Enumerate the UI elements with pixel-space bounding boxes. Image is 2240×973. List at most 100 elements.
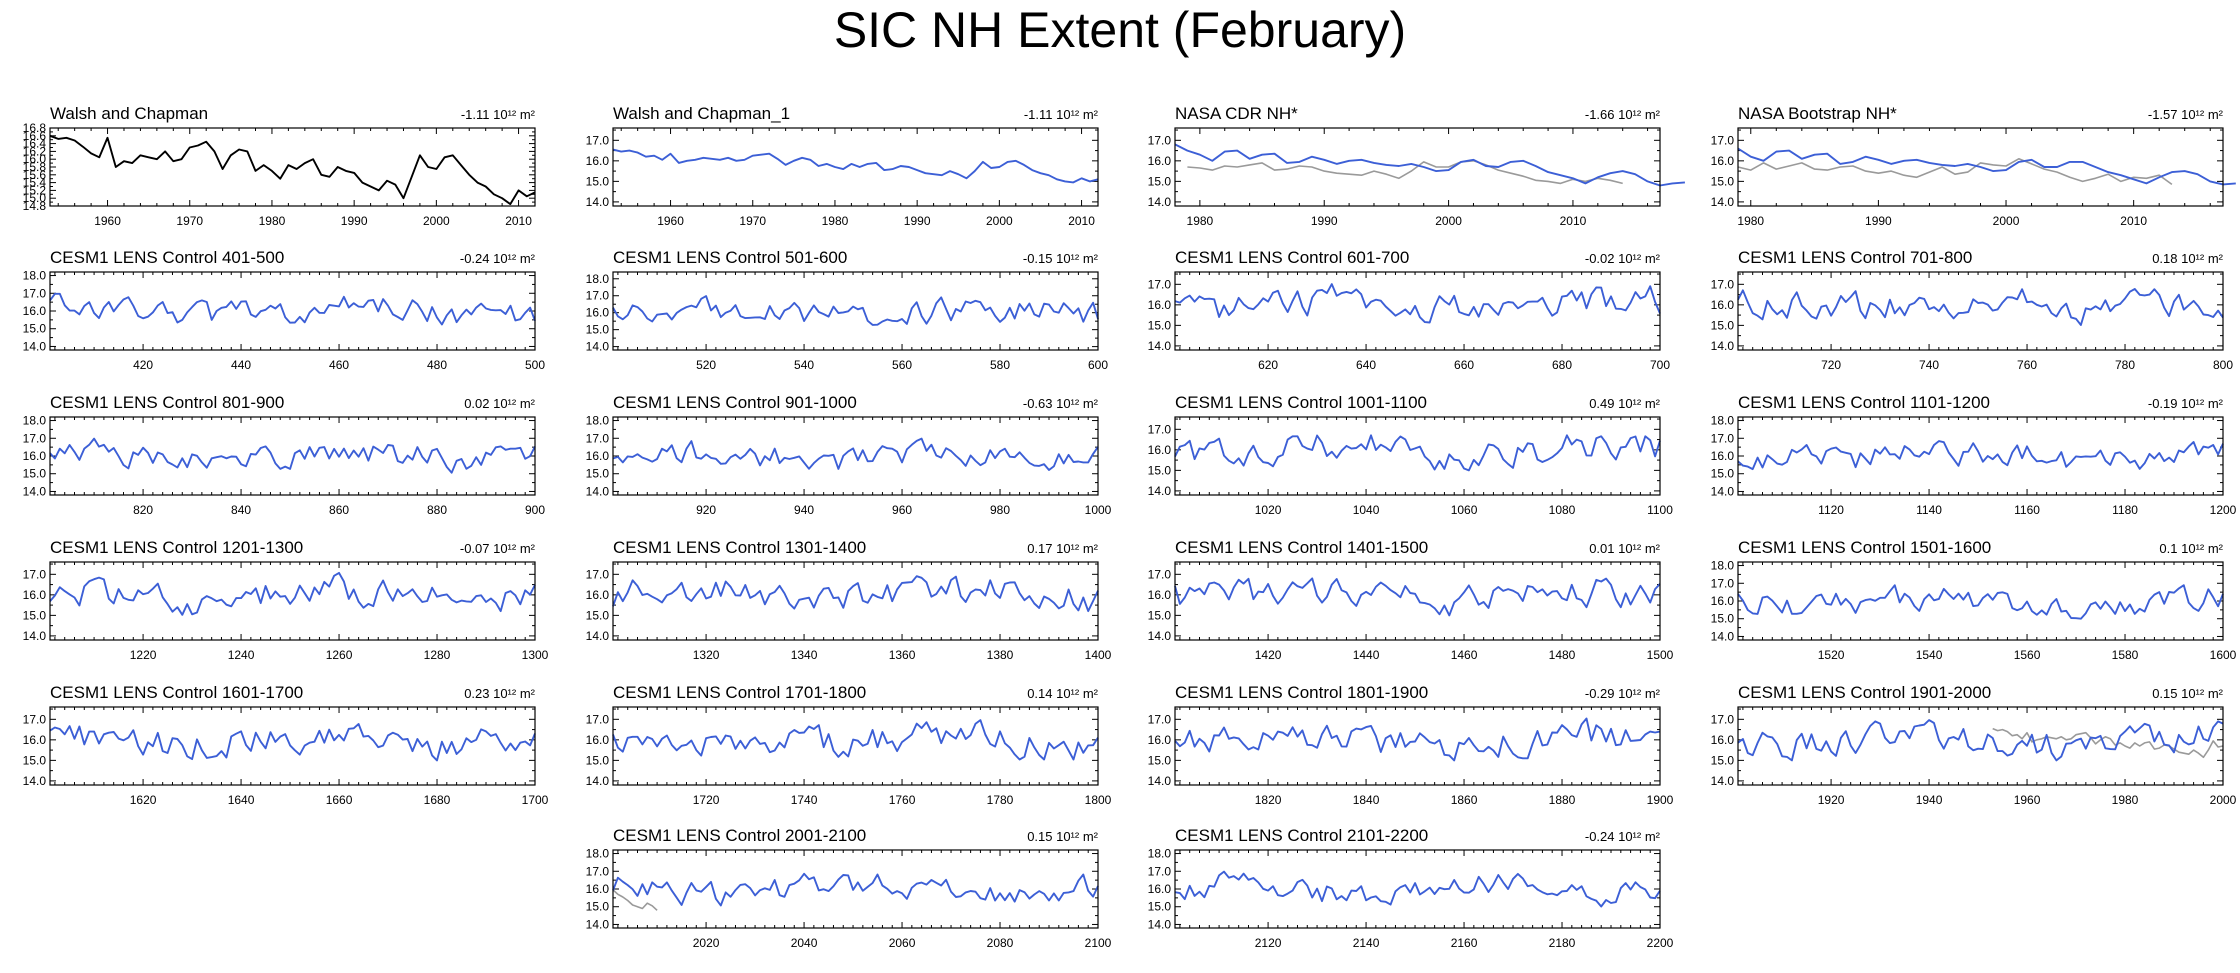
- x-tick-label: 1990: [904, 214, 931, 228]
- panel-21: CESM1 LENS Control 2001-2100 0.15 10¹² m²…: [586, 826, 1112, 950]
- x-tick-label: 1240: [228, 648, 255, 662]
- y-tick-label: 15.6: [23, 168, 47, 182]
- series-line-model: [49, 723, 536, 762]
- plot-frame: [1174, 706, 1661, 786]
- x-tick-label: 1960: [94, 214, 121, 228]
- y-tick-label: 15.2: [23, 183, 47, 197]
- x-tick-label: 2200: [1647, 936, 1674, 950]
- x-tick-label: 960: [892, 503, 912, 517]
- y-tick-label: 14.0: [1711, 339, 1735, 353]
- x-tick-label: 520: [696, 358, 716, 372]
- plot-frame: [1737, 127, 2224, 207]
- x-tick-label: 680: [1552, 358, 1572, 372]
- x-tick-label: 620: [1258, 358, 1278, 372]
- panel-trend: -1.11 10¹² m²: [461, 107, 536, 122]
- series-line-overlay: [1992, 727, 2224, 759]
- plot-frame: [612, 561, 1099, 641]
- y-tick-label: 17.0: [586, 289, 610, 303]
- x-tick-label: 1980: [1737, 214, 1764, 228]
- x-tick-label: 2120: [1255, 936, 1282, 950]
- panel-19: CESM1 LENS Control 1801-1900 -0.29 10¹² m…: [1148, 683, 1674, 807]
- y-tick-label: 16.0: [1711, 154, 1735, 168]
- x-tick-label: 2010: [1560, 214, 1587, 228]
- series-line-model: [612, 719, 1099, 761]
- panel-title: Walsh and Chapman_1: [613, 104, 790, 123]
- panel-22: CESM1 LENS Control 2101-2200 -0.24 10¹² m…: [1148, 826, 1674, 950]
- y-tick-label: 16.0: [1711, 298, 1735, 312]
- x-tick-label: 900: [525, 503, 545, 517]
- y-tick-label: 14.0: [1148, 195, 1172, 209]
- x-tick-label: 440: [231, 358, 251, 372]
- plot-frame: [1174, 127, 1661, 207]
- x-tick-label: 1970: [176, 214, 203, 228]
- x-tick-label: 1760: [889, 793, 916, 807]
- x-tick-label: 1000: [1085, 503, 1112, 517]
- y-tick-label: 16.0: [586, 882, 610, 896]
- x-tick-label: 2010: [505, 214, 532, 228]
- x-tick-label: 880: [427, 503, 447, 517]
- x-tick-label: 2000: [2210, 793, 2237, 807]
- x-tick-label: 1540: [1916, 648, 1943, 662]
- x-tick-label: 640: [1356, 358, 1376, 372]
- panel-14: CESM1 LENS Control 1301-1400 0.17 10¹² m²…: [586, 538, 1112, 662]
- series-line-model: [49, 437, 536, 474]
- plot-frame: [612, 271, 1099, 351]
- y-tick-label: 17.0: [1148, 133, 1172, 147]
- panel-4: NASA Bootstrap NH* -1.57 10¹² m² 14.0 15.0 1…: [1711, 104, 2236, 228]
- x-tick-label: 1900: [1647, 793, 1674, 807]
- y-tick-label: 15.0: [586, 467, 610, 481]
- x-tick-label: 1980: [259, 214, 286, 228]
- x-tick-label: 540: [794, 358, 814, 372]
- panel-17: CESM1 LENS Control 1601-1700 0.23 10¹² m²…: [23, 683, 549, 807]
- y-tick-label: 16.0: [23, 152, 47, 166]
- x-tick-label: 600: [1088, 358, 1108, 372]
- panel-title: CESM1 LENS Control 2101-2200: [1175, 826, 1428, 845]
- y-tick-label: 14.0: [1148, 774, 1172, 788]
- panel-title: CESM1 LENS Control 801-900: [50, 393, 284, 412]
- panel-title: CESM1 LENS Control 1801-1900: [1175, 683, 1428, 702]
- x-tick-label: 1800: [1085, 793, 1112, 807]
- panel-title: CESM1 LENS Control 701-800: [1738, 248, 1972, 267]
- y-tick-label: 17.0: [1148, 712, 1172, 726]
- series-line-model: [1737, 288, 2224, 326]
- x-tick-label: 2010: [2120, 214, 2147, 228]
- x-tick-label: 1520: [1818, 648, 1845, 662]
- x-tick-label: 1640: [228, 793, 255, 807]
- x-tick-label: 800: [2213, 358, 2233, 372]
- panel-trend: 0.18 10¹² m²: [2152, 251, 2223, 266]
- y-tick-label: 15.0: [1148, 608, 1172, 622]
- x-tick-label: 2000: [423, 214, 450, 228]
- panel-2: Walsh and Chapman_1 -1.11 10¹² m² 14.0 15.0…: [586, 104, 1099, 228]
- y-tick-label: 14.0: [1711, 774, 1735, 788]
- panel-20: CESM1 LENS Control 1901-2000 0.15 10¹² m²…: [1711, 683, 2237, 807]
- x-tick-label: 1220: [130, 648, 157, 662]
- y-tick-label: 16.0: [1148, 298, 1172, 312]
- y-tick-label: 17.0: [1711, 277, 1735, 291]
- y-tick-label: 14.0: [1711, 484, 1735, 498]
- x-tick-label: 980: [990, 503, 1010, 517]
- y-tick-label: 16.0: [1148, 443, 1172, 457]
- x-tick-label: 1440: [1353, 648, 1380, 662]
- y-tick-label: 14.0: [586, 917, 610, 931]
- panel-trend: -0.24 10¹² m²: [460, 251, 536, 266]
- series-line-model: [1174, 717, 1661, 762]
- panel-title: NASA Bootstrap NH*: [1738, 104, 1897, 123]
- y-tick-label: 16.0: [1711, 449, 1735, 463]
- panel-trend: -1.57 10¹² m²: [2148, 107, 2224, 122]
- y-tick-label: 15.0: [1148, 318, 1172, 332]
- y-tick-label: 14.0: [586, 629, 610, 643]
- x-tick-label: 420: [133, 358, 153, 372]
- y-tick-label: 15.0: [23, 191, 47, 205]
- panel-title: CESM1 LENS Control 1601-1700: [50, 683, 303, 702]
- panel-10: CESM1 LENS Control 901-1000 -0.63 10¹² m²…: [586, 393, 1112, 517]
- y-tick-label: 14.0: [23, 629, 47, 643]
- plot-frame: [49, 127, 536, 207]
- x-tick-label: 1560: [2014, 648, 2041, 662]
- y-tick-label: 15.0: [23, 608, 47, 622]
- panel-8: CESM1 LENS Control 701-800 0.18 10¹² m² 14…: [1711, 248, 2234, 372]
- panel-trend: -0.02 10¹² m²: [1585, 251, 1661, 266]
- x-tick-label: 580: [990, 358, 1010, 372]
- y-tick-label: 18.0: [1148, 847, 1172, 861]
- panel-13: CESM1 LENS Control 1201-1300 -0.07 10¹² m…: [23, 538, 549, 662]
